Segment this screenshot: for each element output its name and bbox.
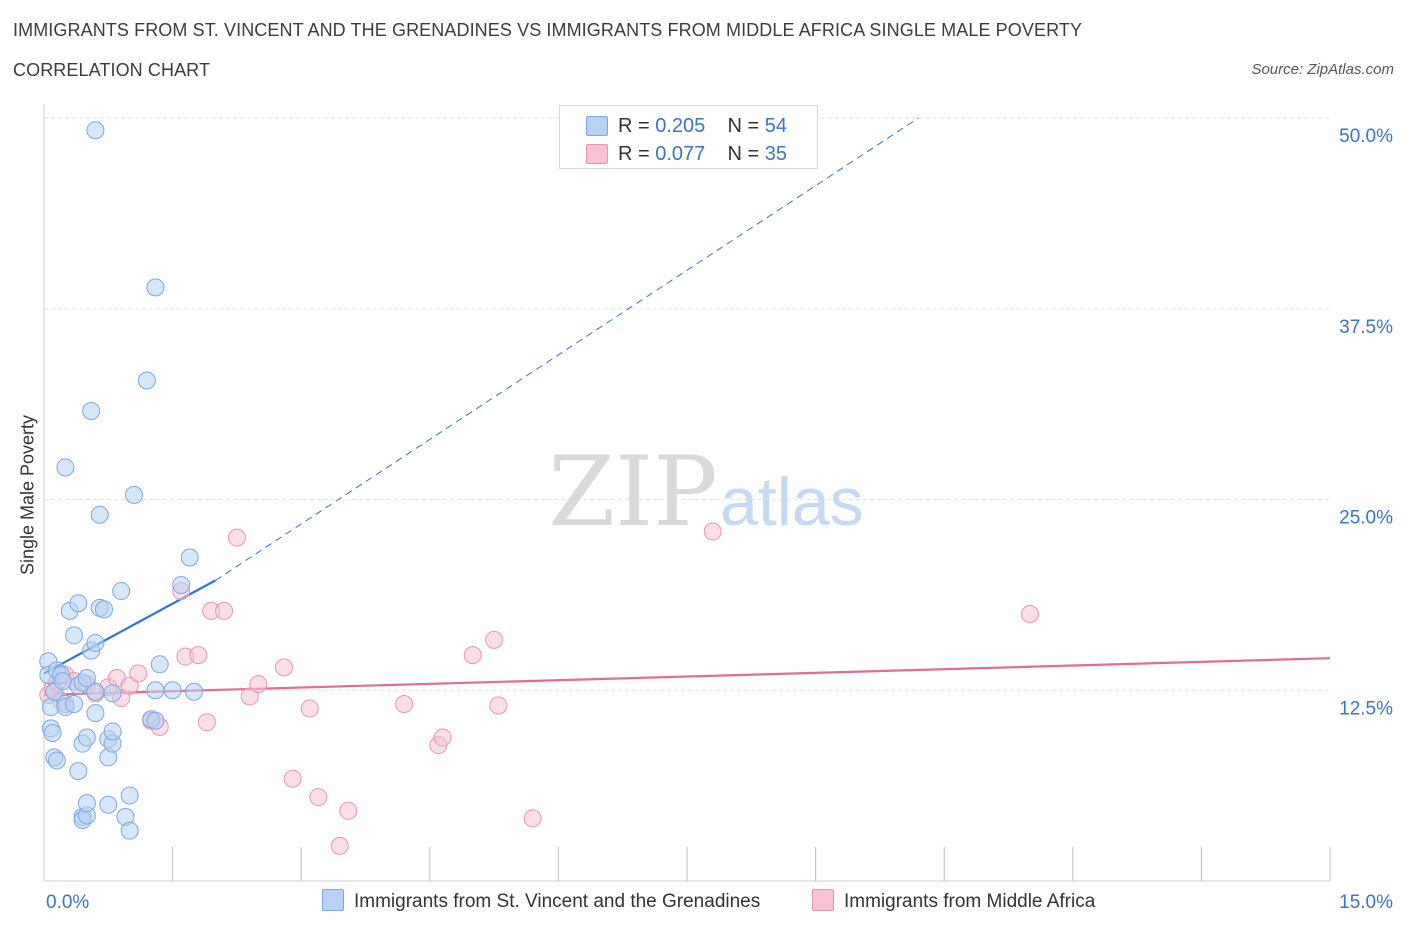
- point-series2-37: [703, 522, 722, 541]
- point-series2-29: [339, 801, 358, 820]
- point-series1-47: [125, 485, 144, 504]
- point-series1-43: [112, 582, 131, 601]
- point-series1-37: [86, 121, 105, 140]
- tick-labels: 12.5% 25.0% 37.5% 50.0% 0.0% 15.0%: [46, 126, 1393, 913]
- point-series1-15: [65, 626, 84, 645]
- point-series2-17: [189, 646, 208, 665]
- point-series2-18: [197, 713, 216, 732]
- point-series2-23: [249, 675, 268, 694]
- point-series1-22: [69, 762, 88, 781]
- point-series2-24: [275, 658, 294, 677]
- legend: R = 0.205 N = 54 R = 0.077 N = 35: [559, 105, 818, 169]
- point-series2-34: [485, 630, 504, 649]
- point-series1-45: [120, 821, 139, 840]
- series2-points: [39, 522, 1039, 855]
- point-series1-53: [150, 655, 169, 674]
- axes: [43, 104, 1331, 882]
- bottom-legend-label-series1: Immigrants from St. Vincent and the Gren…: [354, 891, 761, 912]
- point-series2-12: [129, 664, 148, 683]
- watermark-atlas: atlas: [720, 464, 864, 540]
- bottom-legend-label-series2: Immigrants from Middle Africa: [844, 891, 1096, 912]
- point-series1-48: [137, 371, 156, 390]
- legend-text-series2: R = 0.077 N = 35: [618, 143, 788, 165]
- point-series2-21: [227, 528, 246, 547]
- legend-row-series1: R = 0.205 N = 54: [560, 112, 817, 140]
- point-series1-18: [69, 594, 88, 613]
- point-series1-50: [146, 278, 165, 297]
- point-series1-36: [77, 794, 96, 813]
- point-series1-38: [99, 795, 118, 814]
- bottom-legend-series1: Immigrants from St. Vincent and the Gren…: [322, 889, 760, 913]
- point-series1-31: [77, 669, 96, 688]
- series1-points: [39, 121, 204, 840]
- point-series1-56: [180, 548, 199, 567]
- point-series1-35: [82, 401, 101, 420]
- point-series2-20: [215, 601, 234, 620]
- point-series1-42: [103, 722, 122, 741]
- point-series1-52: [146, 681, 165, 700]
- point-series2-22: [240, 687, 259, 706]
- point-series1-21: [77, 728, 96, 747]
- point-series1-54: [163, 681, 182, 700]
- y-tick-label-0: 12.5%: [1339, 698, 1393, 719]
- point-series2-11: [120, 676, 139, 695]
- point-series2-27: [309, 788, 328, 807]
- point-series2-33: [463, 646, 482, 665]
- y-tick-label-1: 25.0%: [1339, 508, 1393, 529]
- watermark-zip: ZIP: [548, 436, 717, 548]
- point-series2-35: [489, 696, 508, 715]
- y-tick-label-3: 50.0%: [1339, 126, 1393, 147]
- point-series2-36: [523, 809, 542, 828]
- point-series1-4: [43, 723, 62, 742]
- point-series2-38: [1020, 604, 1039, 623]
- point-series1-14: [56, 458, 75, 477]
- point-series2-32: [433, 728, 452, 747]
- trend-line-series2: [43, 657, 1331, 696]
- point-series1-46: [120, 786, 139, 805]
- point-series1-6: [47, 751, 66, 770]
- point-series2-28: [330, 836, 349, 855]
- point-series1-30: [95, 600, 114, 619]
- legend-swatch-series1: [586, 116, 608, 136]
- bottom-legend-series2: Immigrants from Middle Africa: [812, 889, 1095, 913]
- source-label: Source: ZipAtlas.com: [1251, 61, 1394, 78]
- point-series1-10: [53, 672, 72, 691]
- legend-swatch-series2: [586, 144, 608, 164]
- point-series1-57: [185, 682, 204, 701]
- point-series2-26: [300, 699, 319, 718]
- point-series1-55: [172, 575, 191, 594]
- x-tick-label-0: 0.0%: [46, 892, 89, 913]
- legend-row-series2: R = 0.077 N = 35: [560, 140, 817, 168]
- trend-lines: [43, 117, 1331, 696]
- point-series1-16: [65, 694, 84, 713]
- bottom-legend-swatch-series2: [812, 889, 834, 911]
- grid-lines: [44, 117, 1330, 691]
- y-axis-label: Single Male Poverty: [17, 414, 38, 576]
- point-series1-28: [86, 633, 105, 652]
- legend-text-series1: R = 0.205 N = 54: [618, 115, 788, 137]
- point-series1-41: [103, 684, 122, 703]
- chart-title: IMMIGRANTS FROM ST. VINCENT AND THE GREN…: [13, 20, 1083, 40]
- bottom-legend-swatch-series1: [322, 889, 344, 911]
- watermark: ZIP atlas: [548, 436, 863, 548]
- point-series2-25: [283, 769, 302, 788]
- point-series2-30: [395, 694, 414, 713]
- point-series1-33: [90, 505, 109, 524]
- point-series1-51: [146, 711, 165, 730]
- trend-line-series1-dashed: [215, 117, 919, 581]
- y-tick-label-2: 37.5%: [1339, 317, 1393, 338]
- x-tick-label-1: 15.0%: [1339, 892, 1393, 913]
- chart-title-line2: CORRELATION CHART: [13, 60, 211, 80]
- point-series1-27: [86, 704, 105, 723]
